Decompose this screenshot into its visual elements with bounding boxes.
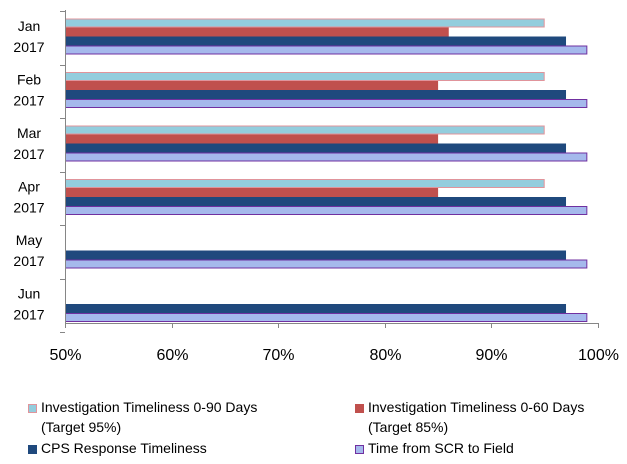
- bar: [65, 179, 545, 188]
- bar: [65, 313, 588, 322]
- legend-label-line2: (Target 95%): [41, 419, 122, 435]
- legend-label-line1: CPS Response Timeliness: [41, 440, 207, 456]
- legend-swatch: [355, 404, 364, 413]
- x-tick-label: 90%: [475, 347, 507, 364]
- category-label: 2017: [13, 93, 44, 109]
- category-label: 2017: [13, 200, 44, 216]
- bar: [65, 250, 567, 260]
- bar: [65, 143, 567, 153]
- chart-legend: Investigation Timeliness 0-90 Days (Targ…: [0, 398, 627, 464]
- x-tick-label: 50%: [49, 347, 81, 364]
- legend-swatch: [355, 445, 364, 454]
- bar: [65, 152, 588, 162]
- category-label: Jan: [18, 18, 41, 34]
- category-label: 2017: [13, 146, 44, 162]
- legend-label-line2: (Target 85%): [368, 419, 449, 435]
- category-label: 2017: [13, 39, 44, 55]
- bar: [65, 72, 545, 81]
- x-tick-label: 100%: [578, 347, 619, 364]
- bar-chart: 50% 60% 70% 80% 90% 100% Jan 2017 Feb 2017 Mar 2017…: [13, 10, 619, 364]
- bar: [65, 81, 439, 90]
- bar: [65, 45, 588, 55]
- bar: [65, 259, 588, 269]
- bar: [65, 18, 545, 28]
- category-label: Jun: [18, 286, 41, 302]
- category-label: 2017: [13, 253, 44, 269]
- legend-label-line1: Investigation Timeliness 0-60 Days: [368, 399, 585, 415]
- bar: [65, 125, 545, 135]
- category-label: May: [16, 232, 42, 248]
- x-tick-label: 80%: [369, 347, 401, 364]
- bar: [65, 134, 439, 144]
- bar: [65, 27, 449, 37]
- bar: [65, 197, 567, 206]
- bar: [65, 90, 567, 99]
- legend-swatch: [28, 445, 37, 454]
- legend-label-line1: Time from SCR to Field: [368, 440, 514, 456]
- x-tick-label: 70%: [262, 347, 294, 364]
- bar: [65, 36, 567, 46]
- bar: [65, 304, 567, 313]
- bar: [65, 99, 588, 108]
- category-label: Mar: [17, 125, 41, 141]
- category-label: Feb: [17, 72, 41, 88]
- bar: [65, 188, 439, 197]
- category-label: Apr: [18, 179, 40, 195]
- x-tick-label: 60%: [156, 347, 188, 364]
- legend-label-line1: Investigation Timeliness 0-90 Days: [41, 399, 258, 415]
- legend-swatch: [28, 404, 37, 413]
- category-label: 2017: [13, 307, 44, 323]
- bar: [65, 206, 588, 215]
